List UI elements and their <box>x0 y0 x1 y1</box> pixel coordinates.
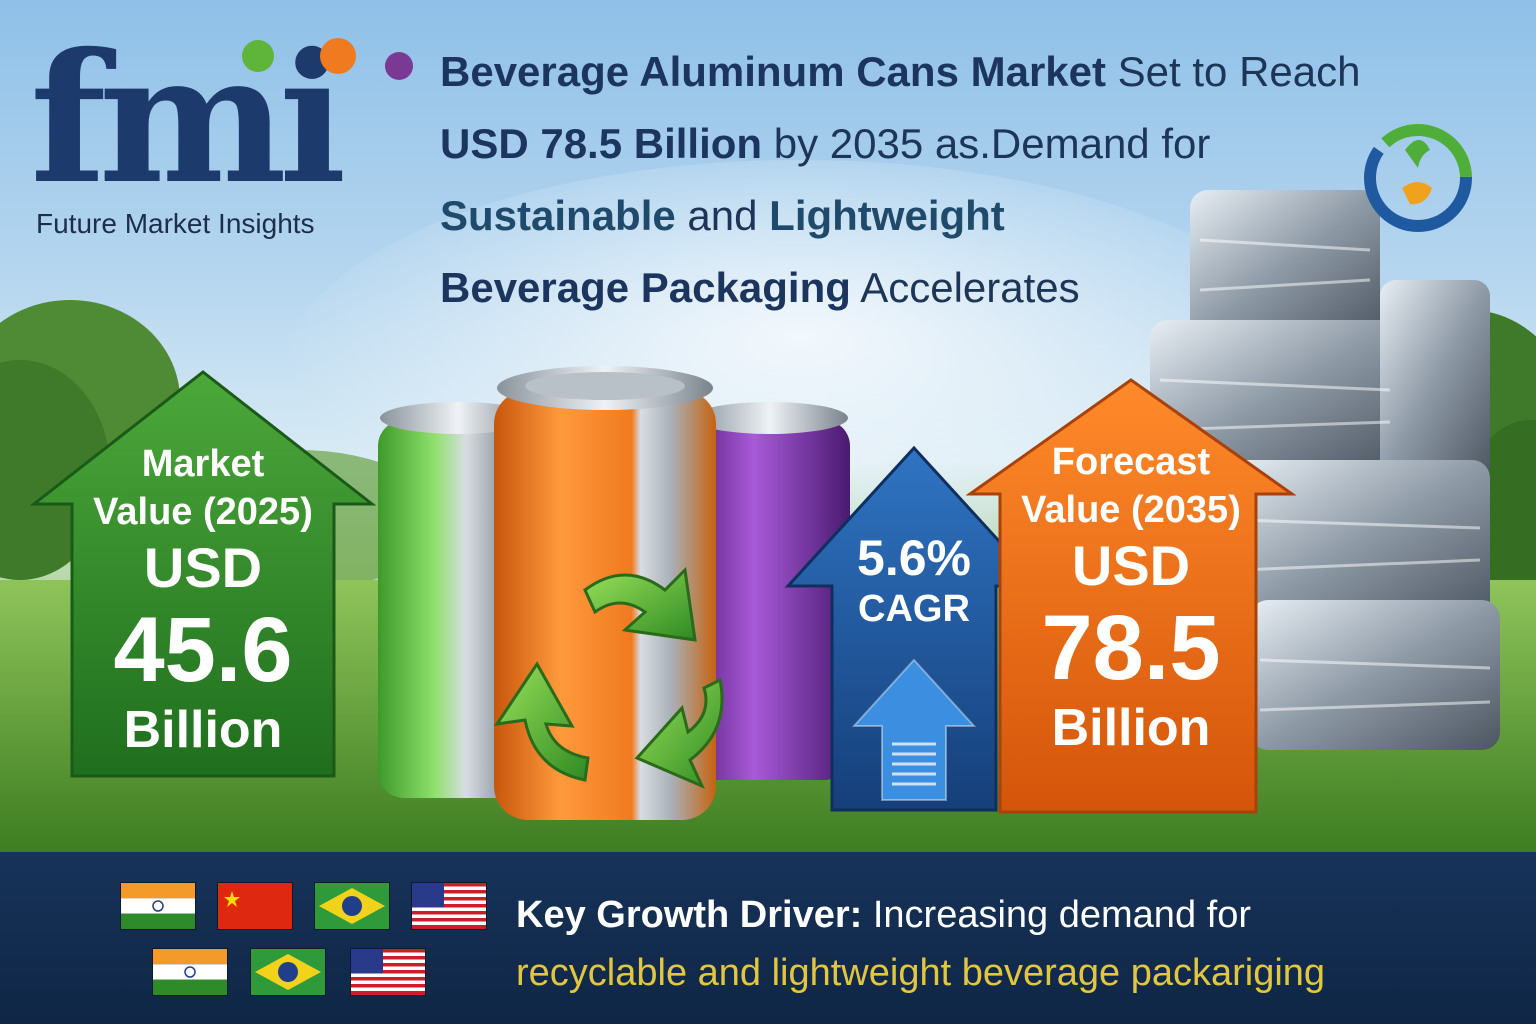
logo-letters: fmi <box>30 14 347 223</box>
forecast-value-label-1: Forecast <box>1051 441 1211 483</box>
india-flag-icon-2 <box>152 948 228 996</box>
forecast-value-number: 78.5 <box>1041 597 1221 699</box>
market-value-currency: USD <box>143 536 263 599</box>
headline-line-2: USD 78.5 Billion by 2035 as.Demand for <box>440 120 1211 167</box>
usa-flag-icon-2 <box>350 948 426 996</box>
cagr-value: 5.6% <box>857 530 971 586</box>
aluminum-cans <box>378 366 850 820</box>
fmi-logo: fmi Future Market Insights <box>30 30 430 250</box>
market-value-label-2: Value (2025) <box>93 491 313 533</box>
market-value-arrow <box>30 370 376 778</box>
bottom-bar: Key Growth Driver: Increasing demand for… <box>0 852 1536 1024</box>
headline-line-4: Beverage Packaging Accelerates <box>440 264 1080 311</box>
driver-title: Key Growth Driver: <box>516 894 863 936</box>
headline-market-name: Beverage Aluminum Cans Market <box>440 48 1106 95</box>
market-value-label-1: Market <box>141 443 265 485</box>
india-flag-icon <box>120 882 196 930</box>
forecast-value-arrow <box>966 378 1296 814</box>
aluminum-bale-stack <box>1150 190 1500 750</box>
purple-can <box>690 402 850 780</box>
logo-dot-orange <box>320 38 356 74</box>
forecast-value-unit: Billion <box>1051 699 1211 757</box>
forecast-value-label-2: Value (2035) <box>1021 489 1241 531</box>
forecast-value-card: Forecast Value (2035) USD 78.5 Billion <box>1000 438 1262 758</box>
logo-company-name: Future Market Insights <box>36 208 315 239</box>
forecast-value-currency: USD <box>1071 534 1191 597</box>
driver-line-2: recyclable and lightweight beverage pack… <box>516 952 1326 994</box>
headline: Beverage Aluminum Cans Market Set to Rea… <box>440 36 1520 324</box>
market-value-card: Market Value (2025) USD 45.6 Billion <box>72 440 334 760</box>
headline-line-3: Sustainable and Lightweight <box>440 192 1005 239</box>
brazil-flag-icon <box>314 882 390 930</box>
recycle-badge-icon <box>1364 124 1472 232</box>
recycle-icon <box>493 566 724 789</box>
headline-target-value: USD 78.5 Billion <box>440 120 763 167</box>
headline-line-1: Beverage Aluminum Cans Market Set to Rea… <box>440 48 1361 95</box>
usa-flag-icon <box>411 882 487 930</box>
driver-text: Increasing demand for <box>862 894 1251 936</box>
logo-dot-purple <box>385 52 413 80</box>
brazil-flag-icon-2 <box>250 948 326 996</box>
china-flag-icon <box>217 882 293 930</box>
market-value-number: 45.6 <box>113 599 293 701</box>
cagr-label: CAGR <box>858 588 970 630</box>
logo-dot-green <box>242 40 274 72</box>
cagr-card: 5.6% CAGR <box>832 530 996 632</box>
market-value-unit: Billion <box>123 701 283 759</box>
key-growth-driver: Key Growth Driver: Increasing demand for… <box>516 886 1516 1002</box>
driver-line-1: Key Growth Driver: Increasing demand for <box>516 886 1516 944</box>
